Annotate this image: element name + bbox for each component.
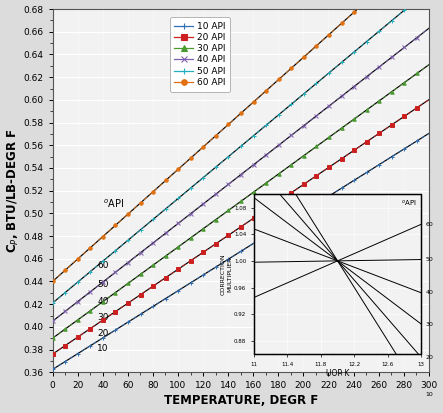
Text: 40: 40 — [97, 297, 109, 306]
Text: 20: 20 — [97, 329, 109, 338]
Y-axis label: C$_P$, BTU/LB-DEGR F: C$_P$, BTU/LB-DEGR F — [6, 128, 21, 253]
Text: 60: 60 — [97, 261, 109, 270]
Text: 10: 10 — [97, 344, 109, 353]
Text: 50: 50 — [97, 280, 109, 290]
Legend: 10 API, 20 API, 30 API, 40 API, 50 API, 60 API: 10 API, 20 API, 30 API, 40 API, 50 API, … — [170, 17, 230, 92]
Text: $^o$API: $^o$API — [103, 198, 124, 211]
Text: 30: 30 — [97, 313, 109, 322]
X-axis label: TEMPERATURE, DEGR F: TEMPERATURE, DEGR F — [163, 394, 318, 408]
